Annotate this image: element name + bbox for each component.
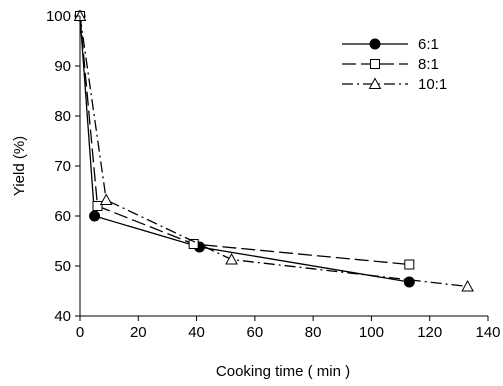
legend-item: 8:1 <box>342 56 439 73</box>
data-point <box>404 259 415 270</box>
series-line <box>79 15 468 288</box>
legend-label: 10:1 <box>418 76 447 93</box>
y-tick-label: 60 <box>54 208 71 225</box>
data-point <box>461 279 474 292</box>
y-tick-label: 50 <box>54 258 71 275</box>
legend: 6:1 8:1 10:1 <box>342 36 447 93</box>
series-line <box>79 15 410 266</box>
legend-item: 6:1 <box>342 36 439 53</box>
y-tick-label: 100 <box>46 8 71 25</box>
legend-marker <box>368 77 382 89</box>
data-point <box>403 276 415 288</box>
x-tick-label: 40 <box>188 324 205 341</box>
x-tick-label: 60 <box>247 324 264 341</box>
x-tick-label: 140 <box>475 324 500 341</box>
legend-label: 8:1 <box>418 56 439 73</box>
x-tick-label: 80 <box>305 324 322 341</box>
legend-label: 6:1 <box>418 36 439 53</box>
legend-marker <box>369 38 381 50</box>
legend-marker <box>370 59 380 69</box>
x-tick-label: 120 <box>417 324 442 341</box>
data-point <box>225 252 238 265</box>
y-axis-ticks: 40 50 60 70 80 90 100 <box>46 8 80 325</box>
legend-item: 10:1 <box>342 76 447 93</box>
series-0 <box>74 10 415 288</box>
data-point <box>188 239 199 249</box>
y-tick-label: 40 <box>54 308 71 325</box>
data-point <box>89 210 101 222</box>
y-tick-label: 70 <box>54 158 71 175</box>
series-2 <box>73 9 474 292</box>
x-tick-label: 0 <box>76 324 84 341</box>
data-point <box>99 193 113 205</box>
x-tick-label: 20 <box>130 324 147 341</box>
y-tick-label: 80 <box>54 108 71 125</box>
y-tick-label: 90 <box>54 58 71 75</box>
x-axis-ticks: 0 20 40 60 80 100 120 140 <box>76 316 501 341</box>
y-axis-title: Yield (%) <box>11 136 28 196</box>
series-1 <box>75 11 415 270</box>
series-line <box>79 15 410 283</box>
plot-series <box>73 9 474 292</box>
x-tick-label: 100 <box>359 324 384 341</box>
x-axis-title: Cooking time ( min ) <box>216 363 350 380</box>
data-point <box>92 201 103 211</box>
